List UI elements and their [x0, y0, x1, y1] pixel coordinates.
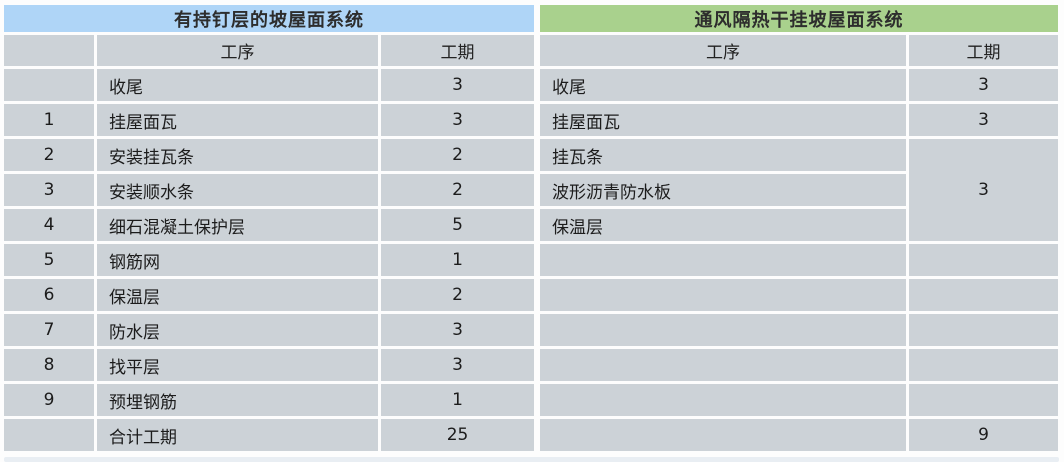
process-cell: [540, 419, 907, 451]
process-cell: 钢筋网: [97, 244, 378, 276]
process-cell: 波形沥青防水板: [540, 174, 907, 206]
duration-cell: 1: [381, 384, 535, 416]
process-cell: 挂屋面瓦: [540, 104, 907, 136]
table-row: 挂屋面瓦 3: [540, 104, 1059, 136]
table-row: 6 保温层 2: [4, 279, 535, 311]
process-cell: 收尾: [97, 69, 378, 101]
right-column-header-process: 工序: [540, 35, 907, 66]
table-row: [540, 314, 1059, 346]
process-cell: 收尾: [540, 69, 907, 101]
duration-cell: 2: [381, 174, 535, 206]
left-corner-cell: [4, 35, 94, 66]
left-column-header-process: 工序: [97, 35, 378, 66]
duration-cell: 3: [909, 104, 1059, 136]
table-row: 3 安装顺水条 2: [4, 174, 535, 206]
duration-cell: 2: [381, 139, 535, 171]
row-number-cell: 2: [4, 139, 94, 171]
table-row: 4 细石混凝土保护层 5: [4, 209, 535, 241]
table-row: 7 防水层 3: [4, 314, 535, 346]
process-cell: 挂瓦条: [540, 139, 907, 171]
table-row: 收尾 3: [4, 69, 535, 101]
table-row: [540, 244, 1059, 276]
duration-cell: 3: [381, 349, 535, 381]
duration-cell: [909, 349, 1059, 381]
total-row: 9: [540, 419, 1059, 451]
process-cell: 安装挂瓦条: [97, 139, 378, 171]
total-row-label: 合计工期: [97, 419, 378, 451]
process-cell: [540, 349, 907, 381]
duration-cell: 2: [381, 279, 535, 311]
process-cell: 保温层: [540, 209, 907, 241]
duration-cell: [909, 314, 1059, 346]
table-row: 5 钢筋网 1: [4, 244, 535, 276]
process-cell: 找平层: [97, 349, 378, 381]
row-number-cell: 7: [4, 314, 94, 346]
table-row: [540, 279, 1059, 311]
row-number-cell: 1: [4, 104, 94, 136]
process-cell: [540, 244, 907, 276]
process-cell: 预埋钢筋: [97, 384, 378, 416]
process-cell: 安装顺水条: [97, 174, 378, 206]
table-row: 1 挂屋面瓦 3: [4, 104, 535, 136]
total-duration: 9: [909, 419, 1059, 451]
duration-cell: 3: [909, 69, 1059, 101]
left-table-title: 有持钉层的坡屋面系统: [4, 5, 535, 32]
right-roof-system-table: 通风隔热干挂坡屋面系统 工序 工期 收尾 3 挂屋面瓦 3 挂瓦条 3 波形沥青…: [537, 2, 1061, 454]
process-cell: [540, 314, 907, 346]
process-cell: 挂屋面瓦: [97, 104, 378, 136]
row-number-cell: [4, 69, 94, 101]
total-duration: 25: [381, 419, 535, 451]
process-cell: 防水层: [97, 314, 378, 346]
table-row: [540, 384, 1059, 416]
right-column-header-duration: 工期: [909, 35, 1059, 66]
table-row: 8 找平层 3: [4, 349, 535, 381]
left-roof-system-table: 有持钉层的坡屋面系统 工序 工期 收尾 3 1 挂屋面瓦 3 2 安装挂瓦条 2…: [1, 2, 537, 454]
table-row: [540, 349, 1059, 381]
merged-duration-cell: 3: [909, 139, 1059, 241]
table-row: 9 预埋钢筋 1: [4, 384, 535, 416]
table-row: 2 安装挂瓦条 2: [4, 139, 535, 171]
row-number-cell: 9: [4, 384, 94, 416]
row-number-cell: 8: [4, 349, 94, 381]
duration-cell: [909, 244, 1059, 276]
table-row: 挂瓦条 3: [540, 139, 1059, 241]
duration-cell: [909, 279, 1059, 311]
row-number-cell: 6: [4, 279, 94, 311]
row-number-cell: 5: [4, 244, 94, 276]
row-number-cell: 3: [4, 174, 94, 206]
duration-cell: 3: [381, 314, 535, 346]
duration-cell: 5: [381, 209, 535, 241]
left-column-header-duration: 工期: [381, 35, 535, 66]
table-row: 保温层: [540, 209, 1058, 241]
duration-cell: [909, 384, 1059, 416]
process-cell: 细石混凝土保护层: [97, 209, 378, 241]
row-number-cell: [4, 419, 94, 451]
table-row: 收尾 3: [540, 69, 1059, 101]
total-row: 合计工期 25: [4, 419, 535, 451]
table-row: 波形沥青防水板: [540, 174, 1058, 206]
process-cell: 保温层: [97, 279, 378, 311]
right-table-title: 通风隔热干挂坡屋面系统: [540, 5, 1059, 32]
row-number-cell: 4: [4, 209, 94, 241]
duration-cell: 3: [381, 69, 535, 101]
duration-cell: 3: [381, 104, 535, 136]
process-cell: [540, 384, 907, 416]
process-cell: [540, 279, 907, 311]
duration-cell: 1: [381, 244, 535, 276]
